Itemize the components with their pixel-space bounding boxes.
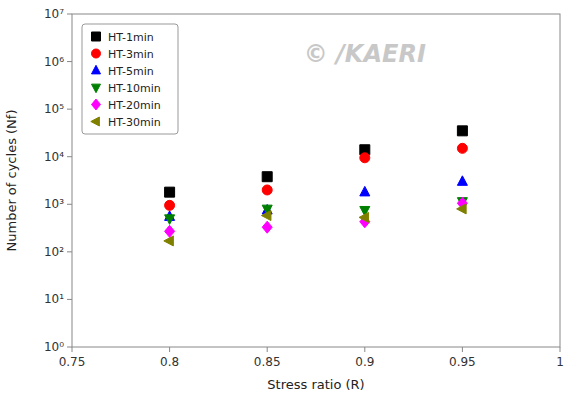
point [165,187,175,197]
legend-symbol [92,99,101,110]
point [164,236,174,246]
legend-label: HT-20min [108,99,161,112]
point [457,176,467,186]
point [457,204,467,214]
legend-label: HT-30min [108,116,161,129]
legend-box [82,24,178,134]
x-tick [364,347,365,352]
x-tick [462,347,463,352]
point [359,212,369,222]
x-tick-label: 0.9 [355,355,374,369]
y-tick-label: 10⁴ [44,150,64,164]
legend-label: HT-1min [108,31,154,44]
points [164,126,468,246]
y-tick-label: 10⁵ [44,102,64,116]
y-tick-label: 10² [44,245,64,259]
legend-label: HT-5min [108,65,154,78]
y-tick-label: 10⁶ [44,55,64,69]
y-tick [67,251,72,252]
point [261,211,271,221]
legend-symbol [92,65,101,74]
legend-symbol [92,32,101,41]
x-tick-label: 1 [556,355,564,369]
x-tick-label: 0.75 [59,355,86,369]
y-tick [67,61,72,62]
legend: HT-1min HT-3min HT-5min HT-10min HT-20min HT-… [82,24,178,134]
y-axis-label: Number of cycles (Nf) [4,110,19,252]
watermark: © /KAERI [304,40,426,68]
y-tick [67,156,72,157]
y-tick [67,14,72,15]
x-axis-label: Stress ratio (R) [267,377,364,392]
point [360,153,370,163]
plot-frame [72,14,560,347]
point [457,126,467,136]
y-tick-label: 10⁰ [44,340,64,354]
legend-symbol [92,84,101,93]
x-tick [267,347,268,352]
point [165,215,175,225]
legend-symbol [91,117,100,126]
legend-label: HT-10min [108,82,161,95]
y-tick-label: 10¹ [44,292,64,306]
y-tick [67,347,72,348]
point [262,221,272,233]
legend-label: HT-3min [108,48,154,61]
y-tick [67,204,72,205]
x-tick [560,347,561,352]
chart: 0.75 0.8 0.85 0.9 0.95 1 10⁰ 10¹ 10² 10³ 10⁴ 10⁵ 10⁶… [0,0,576,399]
y-tick [67,109,72,110]
y-tick [67,299,72,300]
x-tick [72,347,73,352]
x-tick-label: 0.8 [160,355,179,369]
y-tick-label: 10⁷ [44,7,64,21]
legend-symbol [92,49,101,58]
point [262,172,272,182]
point [360,186,370,196]
point [165,200,175,210]
x-tick-label: 0.95 [449,355,476,369]
x-tick-label: 0.85 [254,355,281,369]
point [457,143,467,153]
y-tick-label: 10³ [44,197,64,211]
point [262,185,272,195]
x-tick [169,347,170,352]
